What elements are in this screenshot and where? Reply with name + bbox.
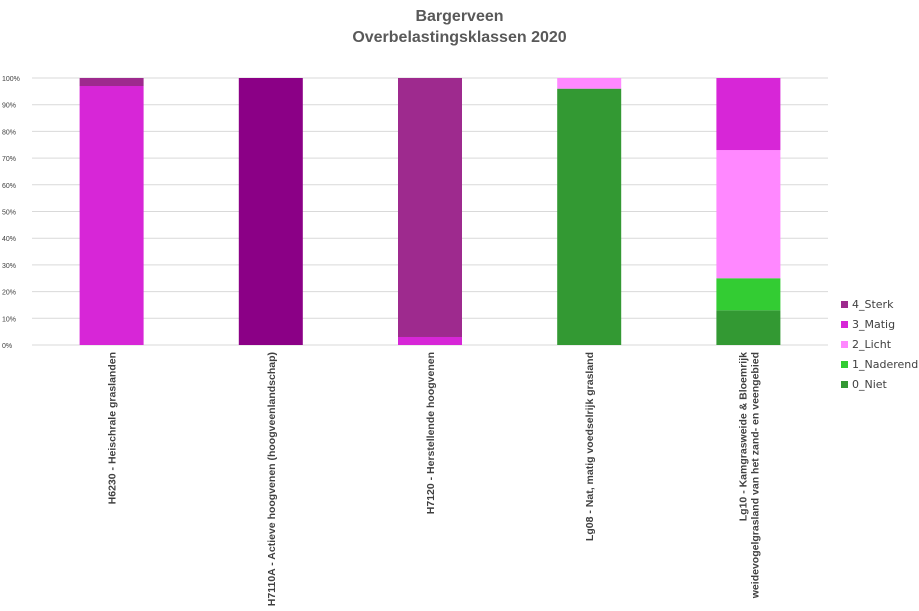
legend-item-1-naderend: 1_Naderend: [841, 354, 918, 374]
legend-item-2-licht: 2_Licht: [841, 334, 918, 354]
y-tick-label: 90%: [2, 103, 16, 110]
y-tick-label: 100%: [2, 76, 20, 83]
legend-swatch-0-niet: [841, 380, 848, 388]
x-tick-label: H7110A - Actieve hoogvenen (hoogveenland…: [266, 352, 278, 606]
legend-label-4-sterk: 4_Sterk: [852, 297, 894, 311]
x-tick-label: Lg10 - Kamgrasweide & Bloemrijk: [737, 352, 749, 521]
y-tick-label: 0%: [2, 343, 12, 350]
y-tick-label: 10%: [2, 316, 16, 323]
bar-segment-2-licht: [557, 78, 622, 89]
y-tick-label: 50%: [2, 210, 16, 217]
y-tick-label: 70%: [2, 156, 16, 163]
legend-item-4-sterk: 4_Sterk: [841, 294, 918, 314]
x-tick-label: H6230 - Heischrale graslanden: [107, 352, 119, 504]
legend-swatch-4-sterk: [841, 300, 848, 308]
x-tick-label: weidevogelgrasland van het zand- en veen…: [749, 352, 761, 599]
bar-segment-3-matig: [79, 86, 144, 345]
legend-swatch-2-licht: [841, 340, 848, 348]
bar-segment-4-sterk: [79, 78, 144, 87]
y-tick-label: 80%: [2, 129, 16, 136]
legend-item-0-niet: 0_Niet: [841, 374, 918, 394]
y-tick-label: 60%: [2, 183, 16, 190]
legend: 4_Sterk 3_Matig 2_Licht 1_Naderend 0_Nie…: [841, 294, 918, 394]
legend-swatch-1-naderend: [841, 360, 848, 368]
y-tick-label: 40%: [2, 236, 16, 243]
bar-segment-4-sterk: [238, 78, 303, 345]
bar-segment-3-matig: [398, 336, 462, 345]
chart-title-block: Bargerveen Overbelastingsklassen 2020: [0, 6, 919, 48]
bar-segment-3-matig: [716, 78, 781, 151]
bar-segment-0-niet: [716, 310, 781, 345]
y-tick-label: 30%: [2, 263, 16, 270]
legend-label-0-niet: 0_Niet: [852, 377, 887, 391]
bar-segment-2-licht: [716, 150, 781, 279]
x-tick-label: H7120 - Herstellende hoogvenen: [425, 352, 437, 514]
legend-swatch-3-matig: [841, 320, 848, 328]
legend-label-2-licht: 2_Licht: [852, 337, 892, 351]
chart-subtitle: Overbelastingsklassen 2020: [352, 29, 567, 46]
legend-label-3-matig: 3_Matig: [852, 317, 896, 331]
legend-item-3-matig: 3_Matig: [841, 314, 918, 334]
legend-label-1-naderend: 1_Naderend: [852, 357, 919, 371]
bar-segment-1-naderend: [716, 278, 781, 311]
bar-segment-0-niet: [557, 88, 622, 346]
bar-segment-4-sterk: [398, 78, 462, 337]
chart-title: Bargerveen: [415, 8, 504, 25]
x-tick-label: Lg08 - Nat, matig voedselrijk grasland: [584, 352, 596, 541]
y-tick-label: 20%: [2, 290, 16, 297]
